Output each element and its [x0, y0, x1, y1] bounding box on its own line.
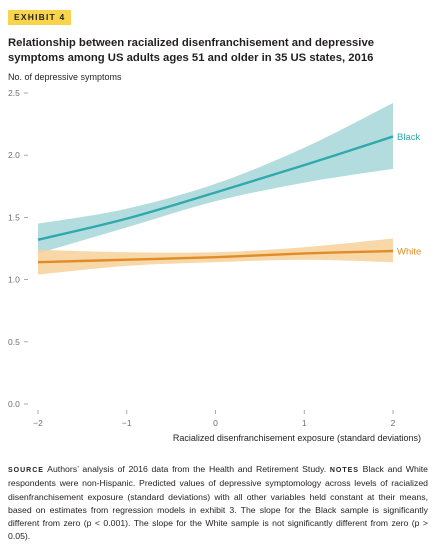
y-tick-label: 0.0: [8, 399, 20, 409]
x-tick-label: −2: [33, 418, 43, 428]
notes-label: NOTES: [329, 467, 359, 474]
series-labels: Black White: [397, 132, 421, 257]
series-label-black: Black: [397, 132, 420, 143]
y-tick-label: 1.5: [8, 212, 20, 222]
source-note: SOURCE Authors’ analysis of 2016 data fr…: [8, 463, 428, 544]
x-tick-label: 2: [391, 418, 396, 428]
x-tick-label: −1: [122, 418, 132, 428]
y-tick-label: 2.5: [8, 88, 20, 98]
x-tick-label: 1: [302, 418, 307, 428]
exhibit-badge: EXHIBIT 4: [8, 10, 72, 25]
chart-area: 0.0 0.5 1.0 1.5 2.0 2.5 −2 −1 0 1 2 Black White Ra…: [8, 88, 421, 443]
y-tick-label: 1.0: [8, 275, 20, 285]
series-label-white: White: [397, 246, 421, 257]
y-tick-label: 2.0: [8, 150, 20, 160]
x-axis: −2 −1 0 1 2: [33, 410, 396, 428]
confidence-bands: [38, 102, 393, 275]
source-label: SOURCE: [8, 467, 44, 474]
x-tick-label: 0: [213, 418, 218, 428]
series-lines: [37, 135, 394, 264]
chart-title: Relationship between racialized disenfra…: [8, 37, 375, 64]
y-axis: 0.0 0.5 1.0 1.5 2.0 2.5: [8, 88, 28, 409]
notes-text: Black and White respondents were non-His…: [8, 464, 428, 542]
confidence-band-black: [38, 102, 393, 254]
source-text: Authors’ analysis of 2016 data from the …: [43, 464, 330, 474]
x-axis-title: Racialized disenfranchisement exposure (…: [173, 433, 421, 443]
y-axis-title: No. of depressive symptoms: [8, 72, 122, 82]
y-tick-label: 0.5: [8, 337, 20, 347]
